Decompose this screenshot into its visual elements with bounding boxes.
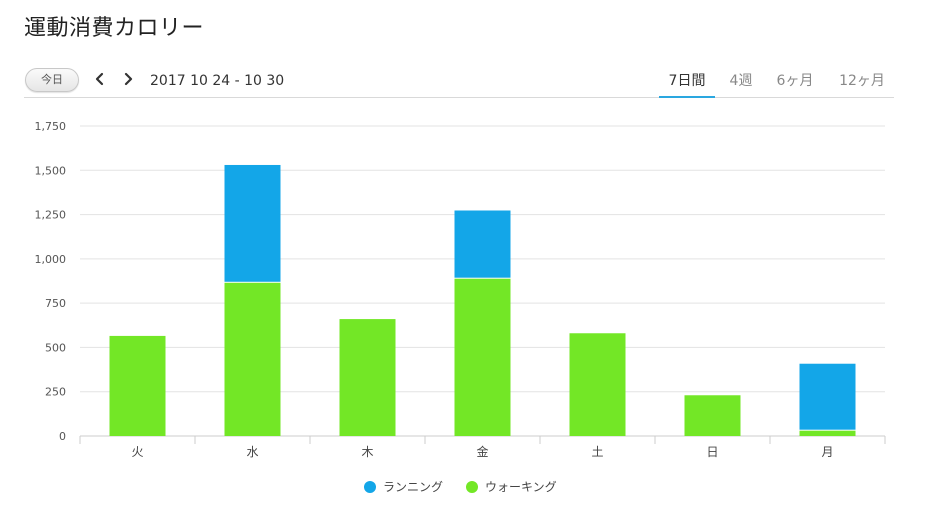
chart-legend: ランニング ウォーキング	[0, 478, 946, 498]
chevron-right-icon	[124, 72, 133, 86]
tab-6-months[interactable]: 6ヶ月	[776, 73, 814, 89]
bar-walking	[224, 282, 281, 436]
bar-running	[454, 210, 511, 278]
y-tick-label: 0	[59, 430, 66, 443]
y-tick-label: 1,750	[35, 120, 67, 133]
y-tick-label: 750	[45, 297, 66, 310]
tab-12-months[interactable]: 12ヶ月	[839, 73, 885, 89]
tab-4-weeks[interactable]: 4週	[729, 73, 753, 89]
x-tick-label: 月	[821, 445, 833, 459]
x-tick-label: 日	[706, 445, 718, 459]
walking-color-dot	[466, 480, 478, 493]
bar-running	[224, 164, 281, 282]
date-toolbar: 今日 2017 10 24 - 10 30 7日間 4週 6ヶ月 12ヶ月	[24, 66, 894, 98]
previous-period-button[interactable]	[92, 71, 108, 87]
y-tick-label: 250	[45, 386, 66, 399]
today-button[interactable]: 今日	[25, 68, 79, 92]
legend-item-walking[interactable]: ウォーキング	[466, 478, 557, 495]
calorie-bar-chart: 0 250 500 750 1,000 1,250 1,500 1,750 火 水 木 金 土 日 月	[35, 120, 886, 459]
date-range: 2017 10 24 - 10 30	[150, 73, 285, 89]
next-period-button[interactable]	[120, 71, 136, 87]
x-tick-label: 金	[476, 444, 488, 459]
bar-walking	[684, 395, 741, 436]
bar-walking	[339, 319, 396, 436]
legend-label-running: ランニング	[383, 480, 444, 494]
x-tick-label: 土	[591, 445, 603, 459]
x-tick-label: 火	[131, 445, 143, 459]
chevron-left-icon	[95, 72, 104, 86]
y-tick-label: 1,000	[35, 253, 67, 266]
y-tick-label: 500	[45, 341, 66, 354]
bar-walking	[799, 430, 856, 436]
x-tick-label: 木	[361, 445, 373, 459]
tab-7-days[interactable]: 7日間	[659, 70, 715, 98]
bar-walking	[109, 335, 166, 436]
bar-walking	[454, 278, 511, 436]
running-color-dot	[364, 480, 376, 493]
bar-walking	[569, 333, 626, 436]
bar-running	[799, 363, 856, 430]
page-title: 運動消費カロリー	[24, 16, 205, 41]
y-tick-label: 1,500	[35, 164, 67, 177]
legend-item-running[interactable]: ランニング	[364, 478, 443, 495]
legend-label-walking: ウォーキング	[485, 480, 557, 494]
y-tick-label: 1,250	[35, 209, 67, 222]
x-tick-label: 水	[246, 445, 258, 459]
